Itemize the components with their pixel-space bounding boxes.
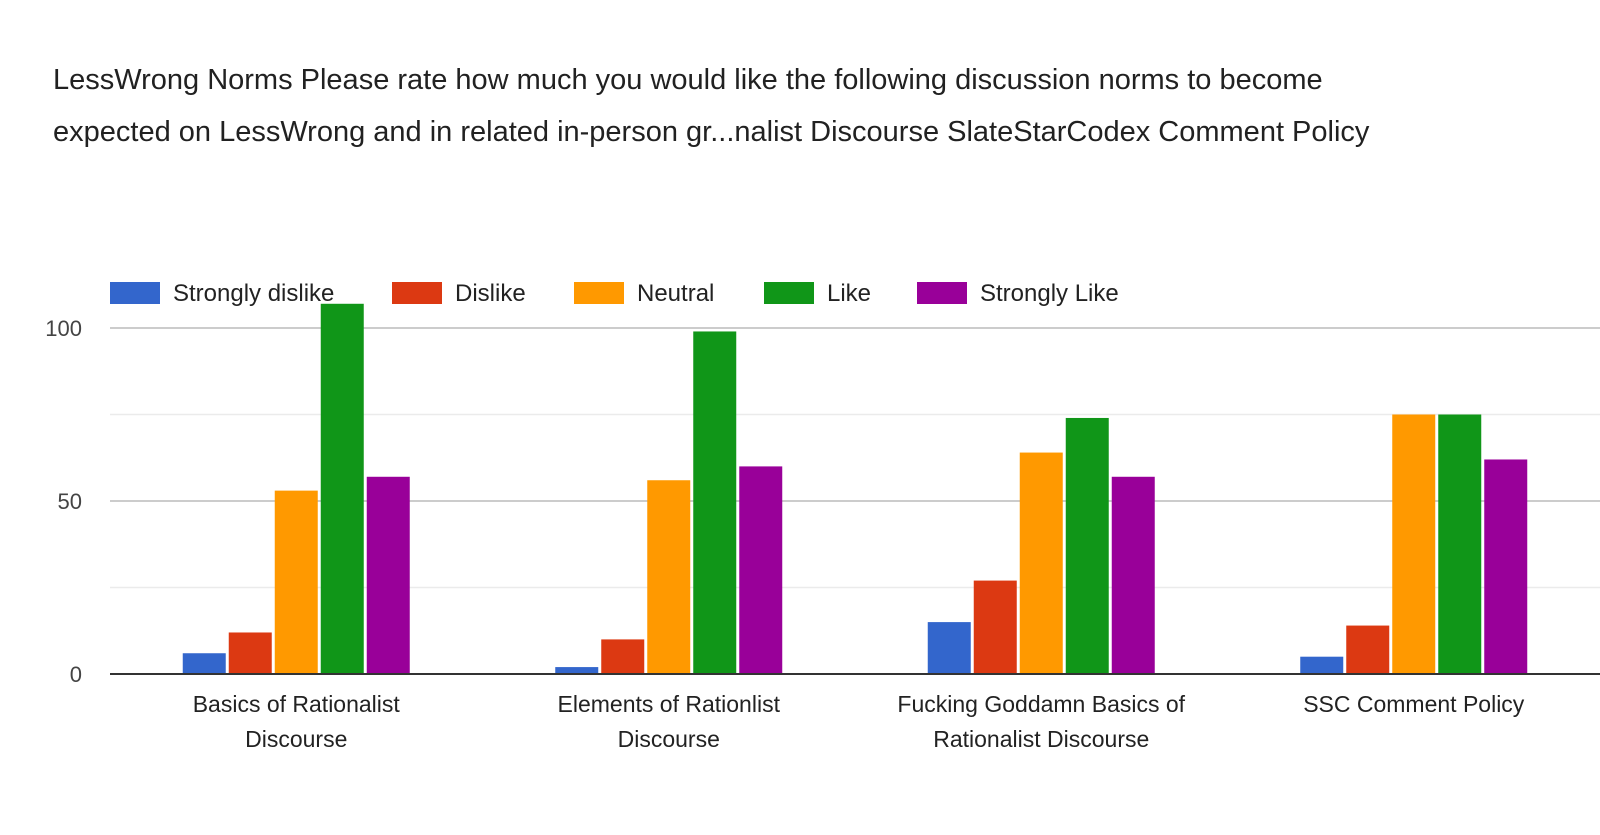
- x-category-label: Fucking Goddamn Basics of: [897, 691, 1185, 717]
- chart-title: LessWrong Norms Please rate how much you…: [53, 54, 1369, 158]
- bar-dislike: [228, 632, 272, 674]
- x-category-label: SSC Comment Policy: [1303, 691, 1525, 717]
- legend-swatch: [917, 282, 967, 304]
- bar-strongly-like: [366, 476, 410, 674]
- y-tick-label: 50: [58, 489, 82, 514]
- bar-neutral: [274, 490, 318, 674]
- bar-neutral: [647, 480, 691, 674]
- legend-swatch: [574, 282, 624, 304]
- y-tick-label: 100: [45, 316, 82, 341]
- bar-neutral: [1392, 414, 1436, 674]
- bar-like: [693, 331, 737, 674]
- chart-title-line-1: LessWrong Norms Please rate how much you…: [53, 64, 1323, 96]
- bar-neutral: [1019, 452, 1063, 674]
- y-tick-label: 0: [70, 662, 82, 687]
- legend-swatch: [764, 282, 814, 304]
- bar-strongly-like: [1484, 459, 1528, 674]
- legend-swatch: [392, 282, 442, 304]
- bar-like: [1065, 417, 1109, 674]
- legend-label: Dislike: [455, 280, 526, 307]
- legend-label: Strongly Like: [980, 280, 1119, 307]
- legend-label: Strongly dislike: [173, 280, 334, 307]
- bar-strongly-dislike: [555, 667, 599, 674]
- bar-strongly-dislike: [182, 653, 226, 674]
- x-category-label: Basics of Rationalist: [193, 691, 401, 717]
- legend-swatch: [110, 282, 160, 304]
- legend-label: Neutral: [637, 280, 714, 307]
- bar-strongly-dislike: [1300, 656, 1344, 674]
- bar-strongly-like: [739, 466, 783, 674]
- x-category-label: Discourse: [245, 726, 347, 752]
- bar-strongly-dislike: [927, 622, 971, 674]
- bar-dislike: [973, 580, 1017, 674]
- x-category-label: Elements of Rationlist: [558, 691, 781, 717]
- bar-dislike: [601, 639, 645, 674]
- x-category-label: Discourse: [618, 726, 720, 752]
- bar-dislike: [1346, 625, 1390, 674]
- bar-like: [1438, 414, 1482, 674]
- legend-label: Like: [827, 280, 871, 307]
- bar-like: [320, 303, 364, 674]
- chart-title-line-2: expected on LessWrong and in related in-…: [53, 116, 1370, 148]
- x-category-label: Rationalist Discourse: [933, 726, 1149, 752]
- bar-strongly-like: [1111, 476, 1155, 674]
